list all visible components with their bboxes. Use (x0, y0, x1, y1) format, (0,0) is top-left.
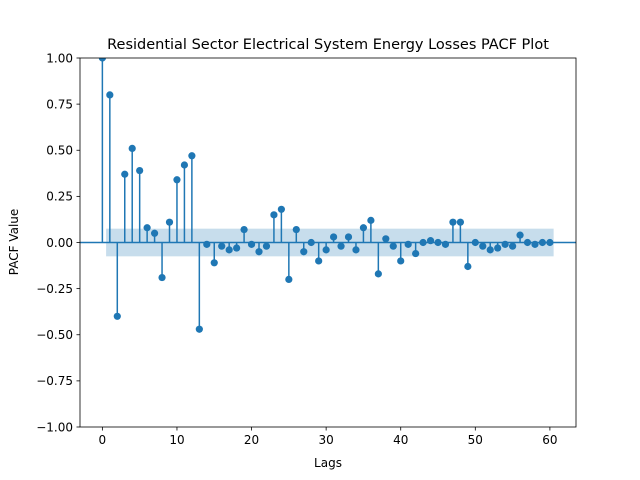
x-tick-label: 10 (169, 433, 184, 447)
pacf-point (419, 238, 427, 247)
chart-title: Residential Sector Electrical System Ene… (107, 37, 549, 53)
pacf-point (106, 91, 114, 99)
pacf-point (456, 218, 464, 226)
pacf-point (210, 259, 218, 267)
pacf-point (352, 246, 360, 254)
pacf-point (486, 246, 494, 254)
pacf-point (479, 242, 487, 250)
pacf-point (136, 166, 144, 175)
pacf-point (441, 240, 450, 248)
x-tick-label: 60 (542, 433, 557, 447)
pacf-point (240, 225, 248, 234)
pacf-point (337, 242, 345, 250)
x-axis-label: Lags (314, 456, 342, 470)
y-tick-label: 1.00 (46, 51, 73, 65)
pacf-point (165, 218, 174, 226)
pacf-point (121, 170, 129, 178)
pacf-point (322, 246, 330, 254)
pacf-point (315, 257, 323, 265)
pacf-point (359, 224, 368, 232)
pacf-point (449, 218, 457, 226)
pacf-point (434, 238, 442, 247)
plot-content (80, 58, 576, 333)
pacf-point (188, 152, 196, 160)
pacf-point (412, 249, 420, 258)
pacf-point (225, 246, 233, 254)
y-axis-label: PACF Value (7, 209, 21, 276)
pacf-point (233, 244, 241, 252)
pacf-point (262, 242, 271, 250)
pacf-point (270, 211, 278, 219)
pacf-point (143, 224, 151, 232)
x-tick-label: 40 (393, 433, 408, 447)
pacf-point (538, 238, 547, 247)
pacf-point (113, 312, 121, 320)
pacf-point (494, 244, 502, 252)
y-tick-label: −0.25 (36, 282, 73, 296)
pacf-point (195, 325, 203, 333)
pacf-point (344, 233, 353, 241)
x-axis: 0 10 20 30 40 50 60 (99, 427, 558, 447)
pacf-point (300, 248, 308, 256)
pacf-point (531, 240, 539, 248)
x-tick-label: 50 (468, 433, 483, 447)
pacf-point (509, 242, 517, 250)
y-tick-label: 0.75 (46, 97, 73, 111)
pacf-point (307, 238, 315, 247)
y-tick-label: 0.00 (46, 236, 73, 250)
pacf-point (128, 144, 136, 153)
pacf-point (523, 238, 532, 247)
y-axis: −1.00 −0.75 −0.50 −0.25 0.00 0.25 0.50 0.75 1.00 (36, 51, 80, 434)
pacf-point (426, 237, 435, 245)
pacf-point (516, 231, 524, 239)
pacf-point (218, 242, 226, 250)
pacf-point (374, 270, 382, 278)
pacf-point (329, 233, 338, 241)
pacf-point (292, 225, 300, 234)
pacf-point (404, 240, 412, 248)
pacf-point (203, 240, 211, 248)
pacf-point (389, 242, 397, 250)
x-tick-label: 20 (244, 433, 259, 447)
y-tick-label: −0.50 (36, 328, 73, 342)
pacf-point (173, 176, 181, 184)
y-tick-label: 0.25 (46, 190, 73, 204)
x-tick-label: 0 (99, 433, 107, 447)
pacf-point (285, 275, 293, 283)
plot-area (79, 57, 577, 428)
y-tick-label: −1.00 (36, 420, 73, 434)
pacf-point (471, 238, 479, 247)
pacf-point (501, 240, 509, 248)
y-tick-label: 0.50 (46, 144, 73, 158)
pacf-point (158, 273, 166, 282)
pacf-point (180, 161, 189, 169)
pacf-point (382, 235, 390, 243)
pacf-point (546, 238, 554, 247)
pacf-point (464, 262, 472, 271)
y-tick-label: −0.75 (36, 374, 73, 388)
x-tick-label: 30 (318, 433, 333, 447)
pacf-point (98, 58, 106, 62)
pacf-point (255, 248, 263, 256)
pacf-point (247, 240, 256, 248)
pacf-point (397, 257, 405, 265)
pacf-point (277, 205, 285, 213)
pacf-point (150, 229, 159, 237)
pacf-point (367, 216, 375, 224)
